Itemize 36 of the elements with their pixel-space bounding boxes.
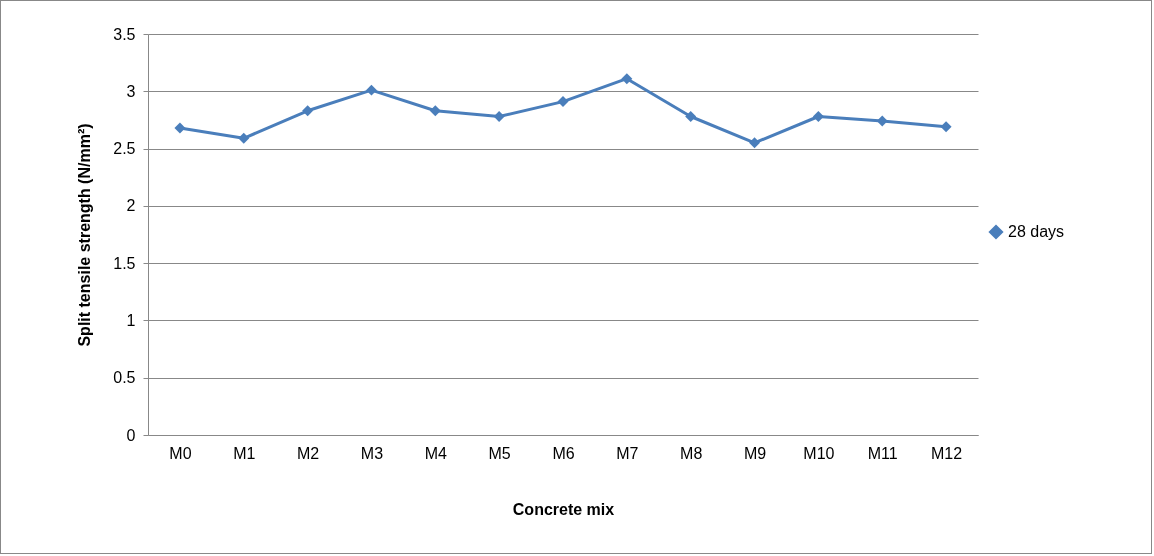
point: [812, 111, 824, 122]
point: [749, 137, 761, 149]
y-tick-label: 3: [126, 82, 136, 100]
y-tick-label: 0: [126, 426, 136, 444]
y-tick-label: 3.5: [113, 25, 136, 43]
x-tick-label: M2: [297, 444, 320, 462]
x-tick-label: M6: [552, 444, 575, 462]
point: [940, 121, 952, 133]
x-axis-title: Concrete mix: [512, 500, 615, 518]
point: [174, 122, 186, 134]
point: [238, 132, 250, 144]
y-tick-label: 0.5: [113, 369, 136, 387]
y-tick-label: 2.5: [113, 140, 136, 158]
point: [557, 96, 569, 108]
y-tick-label: 1: [126, 311, 136, 329]
legend-label: 28 days: [1008, 223, 1065, 240]
x-tick-label: M1: [233, 444, 256, 462]
y-tick-label: 2: [126, 197, 136, 215]
x-tick-label: M3: [360, 444, 384, 462]
x-tick-label: M0: [169, 444, 192, 462]
point: [493, 111, 505, 122]
x-tick-label: M11: [867, 444, 898, 462]
x-tick-label: M7: [616, 444, 639, 462]
y-tick-label: 1.5: [113, 254, 136, 272]
point: [621, 73, 633, 85]
point: [365, 84, 377, 96]
x-tick-label: M12: [931, 444, 963, 462]
x-tick-label: M9: [743, 444, 767, 462]
point: [429, 105, 441, 117]
y-axis-title: Split tensile strength (N/mm²): [76, 123, 94, 347]
x-tick-label: M10: [803, 444, 835, 462]
x-tick-label: M5: [488, 444, 511, 462]
point: [685, 111, 697, 122]
x-tick-label: M8: [680, 444, 703, 462]
point: [302, 105, 314, 117]
x-tick-label: M4: [424, 444, 448, 462]
